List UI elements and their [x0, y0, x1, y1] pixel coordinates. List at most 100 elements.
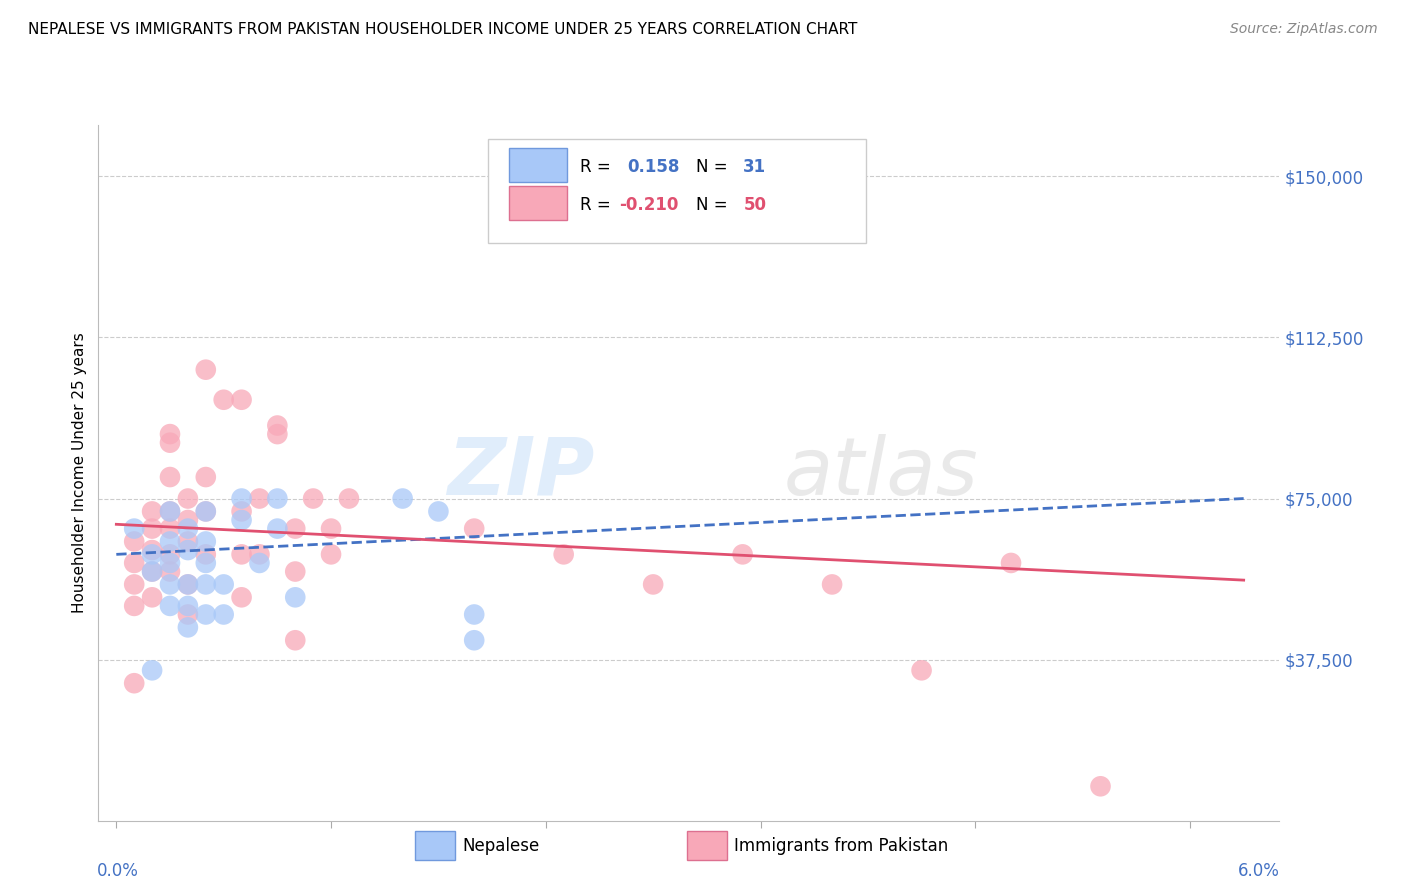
Point: [159, 599, 181, 613]
Point: [1000, 556, 1022, 570]
Point: [427, 504, 450, 518]
Point: [231, 392, 253, 407]
Point: [284, 591, 307, 605]
Point: [249, 491, 271, 506]
Point: [141, 547, 163, 561]
FancyBboxPatch shape: [509, 148, 567, 182]
Point: [910, 663, 932, 677]
Point: [177, 491, 200, 506]
Text: Nepalese: Nepalese: [463, 838, 540, 855]
Point: [284, 522, 307, 536]
Point: [177, 577, 200, 591]
Point: [643, 577, 665, 591]
Point: [159, 522, 181, 536]
Text: 31: 31: [744, 158, 766, 176]
Point: [266, 491, 288, 506]
Point: [141, 565, 163, 579]
Point: [194, 556, 217, 570]
Point: [122, 556, 145, 570]
Point: [463, 633, 485, 648]
Text: -0.210: -0.210: [619, 196, 679, 214]
Point: [391, 491, 413, 506]
Text: N =: N =: [696, 158, 733, 176]
Point: [194, 504, 217, 518]
Point: [337, 491, 360, 506]
Point: [463, 522, 485, 536]
Point: [266, 522, 288, 536]
Point: [177, 513, 200, 527]
Point: [231, 591, 253, 605]
Point: [194, 607, 217, 622]
Text: 50: 50: [744, 196, 766, 214]
Point: [141, 522, 163, 536]
Point: [266, 427, 288, 442]
Text: Source: ZipAtlas.com: Source: ZipAtlas.com: [1230, 22, 1378, 37]
Point: [553, 547, 575, 561]
Point: [1090, 779, 1112, 793]
Point: [159, 504, 181, 518]
Point: [231, 491, 253, 506]
FancyBboxPatch shape: [415, 831, 456, 860]
Point: [122, 534, 145, 549]
Point: [212, 392, 235, 407]
Point: [141, 504, 163, 518]
Text: R =: R =: [581, 158, 616, 176]
Y-axis label: Householder Income Under 25 years: Householder Income Under 25 years: [72, 333, 87, 613]
Point: [212, 577, 235, 591]
Point: [194, 577, 217, 591]
Point: [266, 418, 288, 433]
Text: Immigrants from Pakistan: Immigrants from Pakistan: [734, 838, 948, 855]
Point: [159, 427, 181, 442]
Point: [159, 565, 181, 579]
Point: [122, 676, 145, 690]
FancyBboxPatch shape: [509, 186, 567, 220]
Point: [159, 577, 181, 591]
Point: [177, 543, 200, 558]
Point: [177, 522, 200, 536]
FancyBboxPatch shape: [686, 831, 727, 860]
Point: [302, 491, 325, 506]
Point: [159, 504, 181, 518]
Point: [212, 607, 235, 622]
Text: 0.158: 0.158: [627, 158, 681, 176]
Point: [122, 522, 145, 536]
Point: [231, 513, 253, 527]
Point: [159, 547, 181, 561]
Text: N =: N =: [696, 196, 733, 214]
Point: [122, 599, 145, 613]
Point: [141, 591, 163, 605]
Point: [284, 565, 307, 579]
Point: [194, 547, 217, 561]
Point: [319, 522, 342, 536]
Text: atlas: atlas: [783, 434, 979, 512]
Point: [177, 620, 200, 634]
Text: R =: R =: [581, 196, 616, 214]
Point: [177, 607, 200, 622]
Point: [122, 577, 145, 591]
Point: [249, 547, 271, 561]
Point: [319, 547, 342, 561]
Point: [141, 543, 163, 558]
Point: [194, 470, 217, 484]
Point: [231, 504, 253, 518]
Point: [463, 607, 485, 622]
Point: [731, 547, 754, 561]
Point: [159, 534, 181, 549]
Point: [821, 577, 844, 591]
Point: [177, 599, 200, 613]
Point: [141, 565, 163, 579]
FancyBboxPatch shape: [488, 139, 866, 244]
Point: [194, 504, 217, 518]
Text: 0.0%: 0.0%: [97, 863, 139, 880]
Point: [159, 556, 181, 570]
Point: [159, 470, 181, 484]
Text: NEPALESE VS IMMIGRANTS FROM PAKISTAN HOUSEHOLDER INCOME UNDER 25 YEARS CORRELATI: NEPALESE VS IMMIGRANTS FROM PAKISTAN HOU…: [28, 22, 858, 37]
Point: [231, 547, 253, 561]
Point: [249, 556, 271, 570]
Point: [141, 663, 163, 677]
Point: [284, 633, 307, 648]
Point: [177, 577, 200, 591]
Text: 6.0%: 6.0%: [1237, 863, 1279, 880]
Point: [177, 534, 200, 549]
Point: [194, 362, 217, 376]
